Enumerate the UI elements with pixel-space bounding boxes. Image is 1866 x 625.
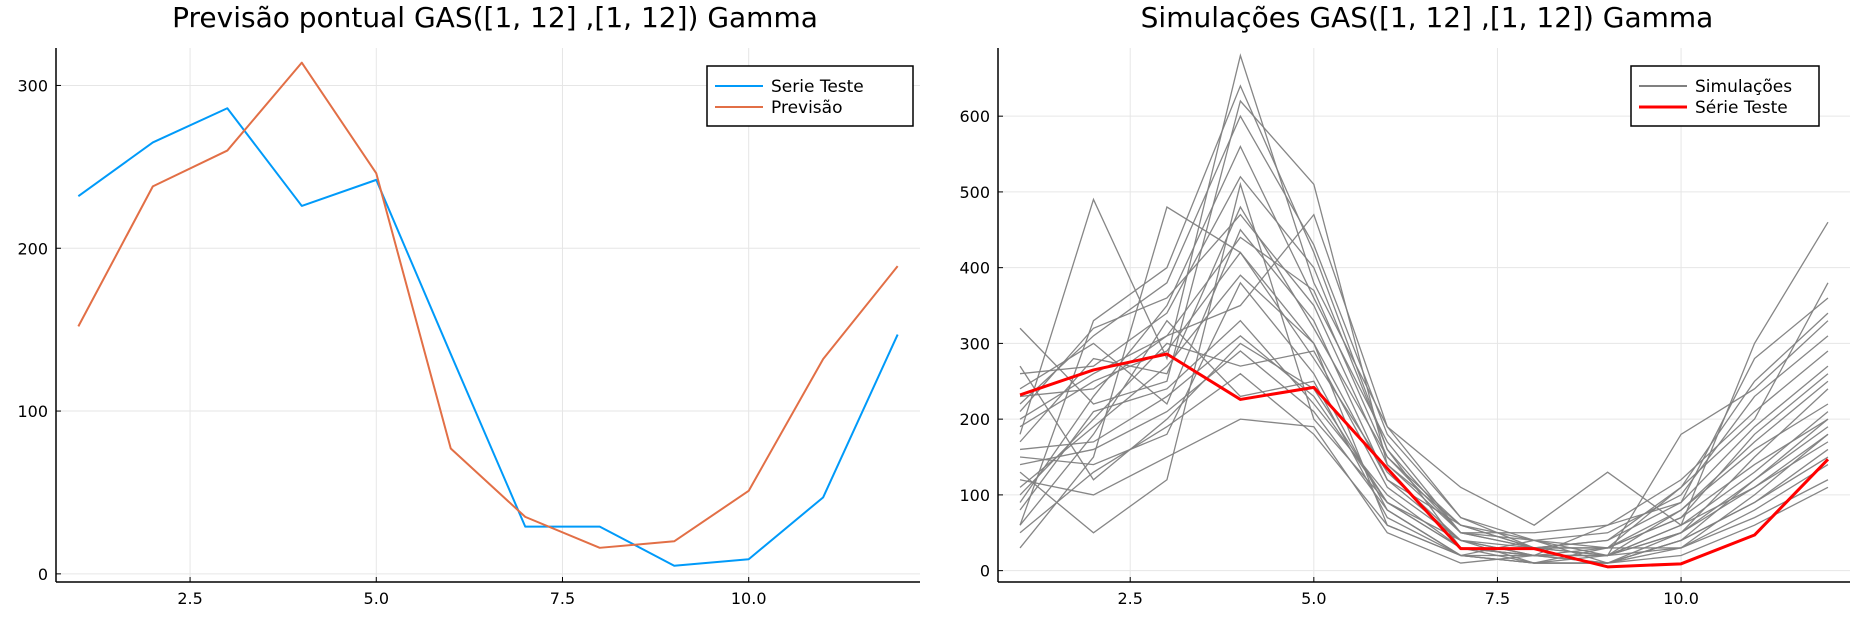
forecast-tick-labels: 2.5 5.0 7.5 10.0 0 100 200 300 bbox=[17, 76, 766, 608]
simulation-line bbox=[1019, 334, 1829, 557]
simulation-line bbox=[1019, 114, 1829, 542]
x-tick-label: 10.0 bbox=[1663, 589, 1699, 608]
simulation-line bbox=[1019, 53, 1829, 527]
x-tick-label: 5.0 bbox=[364, 589, 389, 608]
series-line bbox=[1019, 352, 1830, 569]
y-tick-label: 300 bbox=[17, 76, 48, 95]
simulations-chart: Simulações GAS([1, 12] ,[1, 12]) Gamma 2… bbox=[959, 1, 1850, 608]
y-tick-label: 500 bbox=[959, 183, 990, 202]
simulations-series-lines bbox=[1019, 352, 1830, 569]
y-tick-label: 200 bbox=[959, 410, 990, 429]
simulation-line bbox=[1019, 228, 1829, 557]
forecast-gridlines bbox=[56, 48, 920, 582]
y-tick-label: 400 bbox=[959, 259, 990, 278]
legend-label: Simulações bbox=[1695, 77, 1792, 97]
y-tick-label: 100 bbox=[17, 402, 48, 421]
y-tick-label: 200 bbox=[17, 239, 48, 258]
x-tick-label: 7.5 bbox=[550, 589, 575, 608]
simulation-line bbox=[1019, 319, 1829, 564]
x-tick-label: 10.0 bbox=[731, 589, 767, 608]
forecast-chart-title: Previsão pontual GAS([1, 12] ,[1, 12]) G… bbox=[172, 1, 818, 34]
forecast-chart: Previsão pontual GAS([1, 12] ,[1, 12]) G… bbox=[17, 1, 920, 608]
series-line bbox=[77, 107, 899, 567]
simulation-line bbox=[1019, 144, 1829, 534]
simulation-line bbox=[1019, 236, 1829, 549]
simulation-line bbox=[1019, 372, 1829, 564]
y-tick-label: 600 bbox=[959, 107, 990, 126]
legend-label: Previsão bbox=[771, 98, 843, 118]
simulations-chart-title: Simulações GAS([1, 12] ,[1, 12]) Gamma bbox=[1141, 1, 1714, 34]
simulation-line bbox=[1019, 350, 1829, 564]
x-tick-label: 5.0 bbox=[1301, 589, 1326, 608]
simulation-line bbox=[1019, 213, 1829, 549]
y-tick-label: 0 bbox=[980, 562, 990, 581]
simulation-line bbox=[1019, 175, 1829, 549]
x-tick-label: 2.5 bbox=[1117, 589, 1142, 608]
y-tick-label: 0 bbox=[38, 565, 48, 584]
legend-label: Série Teste bbox=[1695, 98, 1788, 118]
legend-box bbox=[706, 65, 914, 127]
series-line bbox=[77, 61, 899, 549]
y-tick-label: 300 bbox=[959, 334, 990, 353]
simulation-lines bbox=[1019, 53, 1829, 564]
simulation-line bbox=[1019, 319, 1829, 557]
simulations-tick-labels: 2.5 5.0 7.5 10.0 0 100 200 300 400 500 600 bbox=[959, 107, 1698, 608]
x-tick-label: 7.5 bbox=[1485, 589, 1510, 608]
y-tick-label: 100 bbox=[959, 486, 990, 505]
simulation-line bbox=[1019, 418, 1829, 564]
legend-label: Serie Teste bbox=[771, 77, 864, 97]
simulations-gridlines bbox=[998, 48, 1850, 582]
forecast-series-lines bbox=[77, 61, 899, 567]
x-tick-label: 2.5 bbox=[177, 589, 202, 608]
simulation-line bbox=[1019, 84, 1829, 557]
legend-box bbox=[1630, 65, 1820, 127]
